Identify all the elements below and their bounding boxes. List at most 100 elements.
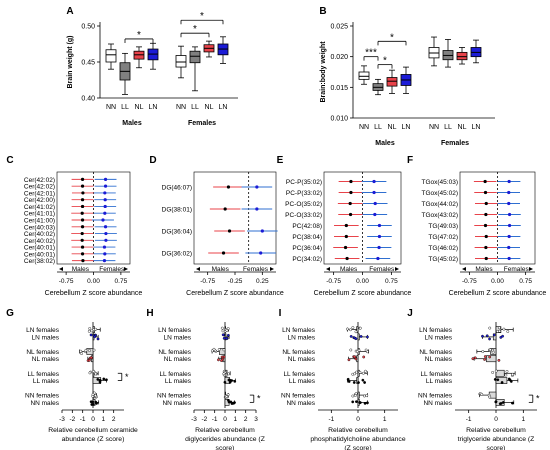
male-point	[226, 185, 231, 189]
male-point	[484, 234, 488, 239]
male-point	[348, 212, 353, 217]
data-point	[499, 402, 503, 405]
x-tick-label: 0	[91, 416, 95, 423]
category-label: NL females	[26, 349, 59, 356]
x-axis-label: Cerebellum Z score abundance	[45, 290, 143, 297]
male-point	[80, 184, 85, 188]
row-label: TG(45:02)	[428, 256, 458, 263]
category-label: LL males	[426, 378, 453, 385]
data-point	[349, 348, 353, 352]
row-label: DG(36:02)	[162, 251, 192, 258]
females-arrow-icon	[529, 267, 533, 271]
data-point	[91, 393, 95, 396]
data-point	[89, 400, 93, 404]
plot-frame	[193, 171, 277, 265]
data-point	[226, 333, 230, 337]
row-label: TGox(45:02)	[422, 190, 459, 197]
y-tick-label: 0.010	[330, 116, 348, 123]
x-tick-label: 1	[383, 416, 387, 423]
male-point	[80, 231, 84, 236]
x-axis-label: Relative cerebellum	[466, 427, 526, 434]
data-point	[222, 348, 226, 352]
data-point	[358, 370, 362, 374]
male-point	[221, 251, 226, 255]
data-point	[358, 401, 362, 404]
male-point	[484, 212, 488, 217]
category-label: LL females	[27, 371, 59, 378]
males-arrow-icon	[59, 267, 63, 271]
y-axis-label: Brain:body weight	[320, 41, 327, 103]
category-label: LN females	[26, 327, 60, 334]
male-point	[81, 191, 85, 195]
y-tick-label: 0.025	[330, 24, 348, 31]
data-point	[509, 380, 513, 383]
male-point	[81, 259, 85, 263]
data-point	[92, 348, 96, 352]
data-point	[511, 372, 514, 376]
females-arrow-icon	[395, 267, 399, 271]
x-tick-label: NN	[106, 104, 116, 111]
data-point	[221, 329, 225, 333]
row-label: Cer(41:02)	[24, 204, 55, 211]
y-tick-label: 0.015	[330, 85, 348, 92]
row-label: TG(47:02)	[428, 234, 458, 241]
significance-label: *	[257, 394, 261, 404]
data-point	[94, 327, 98, 331]
data-point	[363, 381, 367, 384]
female-point	[377, 234, 382, 239]
legend-males: Males	[72, 266, 90, 273]
x-tick-label: 3	[254, 416, 258, 423]
female-point	[260, 229, 264, 233]
data-point	[366, 335, 369, 339]
panel-letter-B: B	[319, 6, 326, 17]
data-point	[355, 370, 359, 374]
data-point	[364, 369, 367, 373]
data-point	[494, 400, 498, 404]
male-point	[223, 207, 227, 211]
data-point	[90, 329, 94, 333]
x-tick-label: LN	[472, 124, 481, 131]
category-label: LN males	[425, 334, 453, 341]
x-axis-label: Relative cerebellum	[328, 427, 388, 434]
data-point	[88, 327, 92, 330]
category-label: NN females	[157, 393, 192, 400]
female-point	[104, 231, 108, 236]
male-point	[345, 256, 349, 261]
significance-label: *	[137, 30, 141, 41]
female-point	[507, 234, 511, 239]
row-label: Cer(42:01)	[24, 190, 55, 197]
x-tick-label: -0.75	[200, 278, 215, 285]
box-NN	[105, 49, 117, 63]
x-axis-label: Cerebellum Z score abundance	[186, 290, 284, 297]
row-label: PC(34:02)	[292, 256, 322, 263]
row-label: PC-O(33:02)	[285, 212, 322, 219]
female-point	[103, 252, 107, 256]
females-arrow-icon	[270, 267, 274, 271]
y-tick-label: 0.50	[81, 24, 95, 31]
data-point	[358, 326, 362, 330]
x-tick-label: 0.25	[256, 278, 269, 285]
panel-letter-J: J	[407, 308, 413, 319]
x-tick-label: LL	[121, 104, 129, 111]
row-label: Cer(41:01)	[24, 211, 55, 218]
significance-label: *	[383, 56, 387, 67]
male-point	[80, 218, 85, 222]
x-tick-label: 0	[494, 416, 498, 423]
male-point	[343, 245, 348, 250]
x-tick-label: -1	[80, 416, 86, 423]
x-tick-label: NN	[359, 124, 369, 131]
data-point	[221, 333, 225, 337]
row-label: Cer(40:01)	[24, 245, 55, 252]
data-point	[507, 377, 511, 381]
panel-letter-A: A	[66, 6, 73, 17]
data-point	[225, 395, 228, 398]
x-tick-label: 1	[234, 416, 238, 423]
category-label: NN males	[30, 400, 59, 407]
data-point	[347, 358, 351, 362]
data-point	[485, 334, 489, 338]
row-label: Cer(40:02)	[24, 231, 55, 238]
data-point	[362, 371, 365, 375]
x-axis-label: Cerebellum Z score abundance	[449, 290, 547, 297]
data-point	[90, 403, 94, 406]
significance-label: ***	[365, 48, 377, 59]
